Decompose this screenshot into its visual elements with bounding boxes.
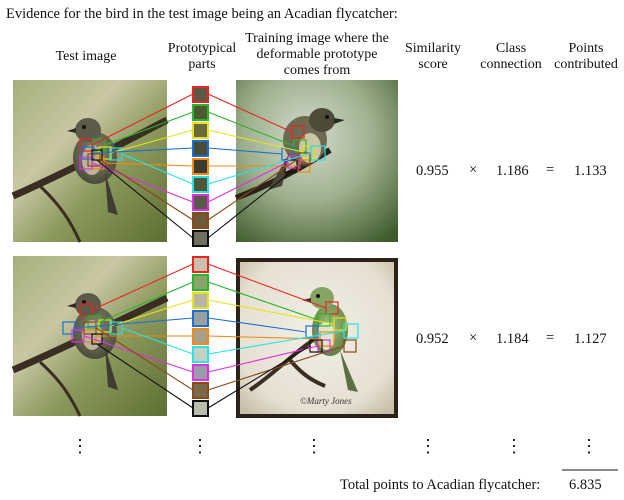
row1-test-image	[11, 80, 169, 243]
row2-times: ×	[469, 330, 478, 346]
row1-arrows	[91, 93, 312, 239]
header-training-image: Training image where the deformable prot…	[245, 31, 389, 78]
row2-prototype-parts	[192, 256, 209, 417]
header-similarity-score: Similarity score	[405, 41, 461, 72]
row1-training-image	[234, 80, 398, 242]
ellipsis-similarity: ⋮	[419, 436, 437, 456]
ellipsis-test-image: ⋮	[71, 436, 89, 456]
total-value: 6.835	[569, 477, 602, 493]
row2-similarity: 0.952	[416, 331, 449, 347]
row1-similarity: 0.955	[416, 163, 449, 179]
figure-title: Evidence for the bird in the test image …	[6, 6, 398, 22]
ellipsis-connection: ⋮	[505, 436, 523, 456]
row2-connection: 1.184	[496, 331, 529, 347]
ellipsis-points: ⋮	[580, 436, 598, 456]
row2-arrows	[74, 263, 345, 409]
header-class-connection: Class connection	[480, 41, 542, 72]
photo-signature: ©Marty Jones	[300, 396, 352, 406]
row1-prototype-parts	[192, 86, 209, 247]
row1-connection: 1.186	[496, 163, 529, 179]
row2-points: 1.127	[574, 331, 607, 347]
row2-equals: =	[546, 330, 555, 346]
row1-points: 1.133	[574, 163, 607, 179]
header-test-image: Test image	[55, 49, 117, 64]
ellipsis-prototypes: ⋮	[191, 436, 209, 456]
row1-times: ×	[469, 162, 478, 178]
header-points-contributed: Points contributed	[554, 41, 618, 72]
row1-equals: =	[546, 162, 555, 178]
ellipsis-training-image: ⋮	[305, 436, 323, 456]
total-label: Total points to Acadian flycatcher:	[340, 477, 541, 493]
header-prototypical-parts: Prototypical parts	[167, 41, 237, 72]
